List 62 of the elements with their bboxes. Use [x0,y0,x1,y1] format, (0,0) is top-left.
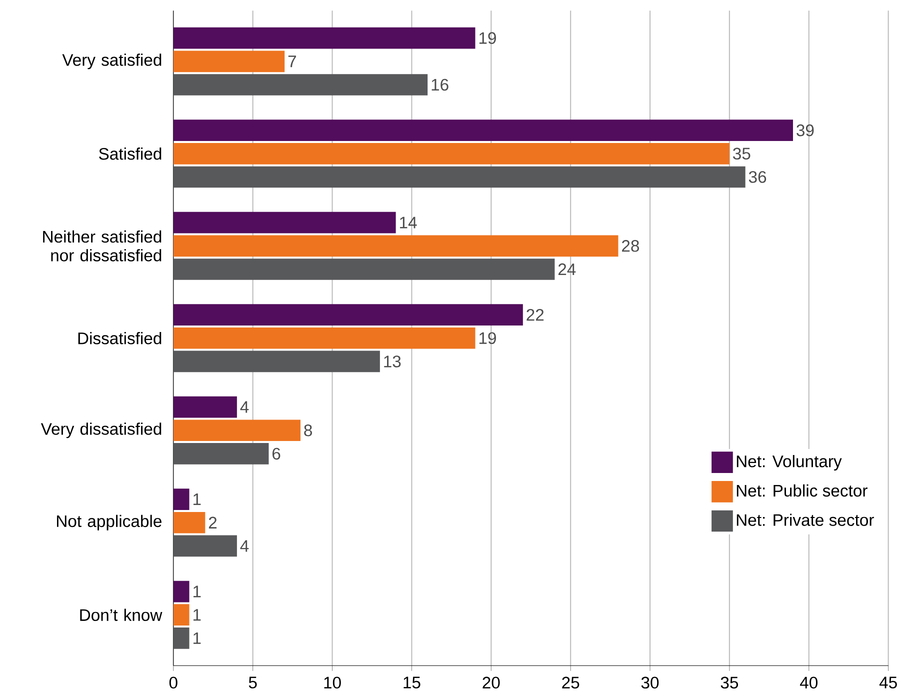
data-label: 28 [622,240,640,252]
bar [173,604,190,626]
bar [173,212,396,234]
bar [173,535,237,557]
x-tick-label: 25 [562,676,580,689]
data-label: 13 [384,356,401,368]
bar [173,28,476,49]
x-tick-label: 40 [800,676,818,689]
y-tick-label: Not applicable [57,515,162,531]
y-tick-label: Very dissatisfied [40,422,162,438]
data-label: 19 [479,332,496,344]
x-tick-label: 45 [879,676,897,689]
bar [173,512,206,534]
data-label: 1 [193,586,201,598]
data-label: 19 [479,32,496,44]
bar [173,235,618,257]
y-tick-label: Neither satisfied nor dissatisfied [43,230,162,262]
bar [173,304,523,326]
data-label: 14 [400,217,417,228]
data-label: 35 [733,148,750,160]
x-tick-label: 20 [482,676,500,689]
data-label: 1 [193,494,201,506]
bar [173,166,746,188]
bar [173,258,555,280]
x-tick-label: 0 [169,676,178,689]
bar [173,120,794,142]
legend-label: Net: Public sector [736,484,868,497]
bar [173,328,476,350]
y-tick-label: Dissatisfied [78,332,162,344]
legend-label: Net: Private sector [736,514,874,526]
data-label: 4 [240,540,249,552]
bar [173,143,730,165]
data-label: 24 [558,264,576,276]
x-tick-label: 35 [720,676,738,689]
bar [173,581,190,602]
bar [173,351,380,372]
data-label: 6 [272,448,280,460]
bar [173,420,300,442]
bar [173,488,190,510]
data-label: 2 [208,517,217,529]
x-tick-label: 15 [404,676,420,689]
data-label: 8 [304,424,312,436]
bar [173,74,428,96]
y-tick-label: Don’t know [80,608,162,622]
bar [173,50,285,72]
x-tick-label: 5 [248,676,257,689]
legend-label: Net: Voluntary [736,455,842,471]
data-label: 1 [193,632,201,644]
bar [173,396,237,418]
data-label: 1 [193,609,201,621]
data-label: 36 [748,171,766,184]
data-label: 39 [796,124,814,136]
data-label: 16 [432,79,448,91]
x-tick-label: 30 [641,676,659,689]
bar [173,443,269,465]
x-tick-label: 10 [324,676,341,689]
y-tick-label: Very satisfied [62,54,162,70]
data-label: 7 [288,56,296,68]
bar [173,628,190,650]
data-label: 22 [526,309,544,321]
y-tick-label: Satisfied [99,148,162,160]
data-label: 4 [240,402,249,413]
